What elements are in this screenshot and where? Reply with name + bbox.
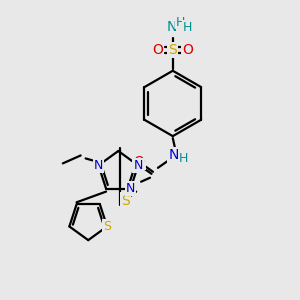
Text: H: H: [179, 152, 188, 165]
Text: N: N: [167, 20, 177, 34]
Text: O: O: [134, 155, 145, 169]
Text: N: N: [94, 159, 103, 172]
Text: S: S: [103, 220, 111, 233]
Text: S: S: [121, 194, 130, 208]
Text: O: O: [182, 43, 193, 57]
Text: H: H: [176, 16, 185, 29]
Text: N: N: [134, 159, 143, 172]
Text: O: O: [152, 43, 164, 57]
Text: N: N: [169, 148, 179, 162]
Text: S: S: [168, 43, 177, 57]
Text: H: H: [183, 21, 192, 34]
Text: N: N: [126, 182, 135, 195]
